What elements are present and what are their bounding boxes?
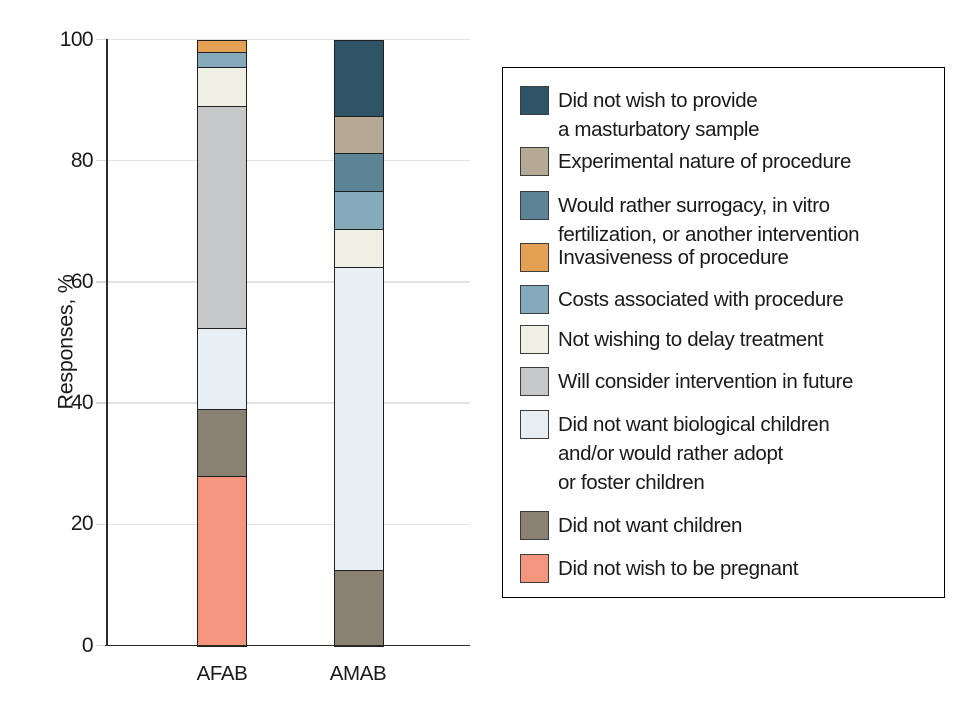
bar-segment-amab-no-children (334, 569, 384, 647)
gridline-20 (107, 523, 470, 526)
y-axis-tick-0 (96, 644, 107, 647)
legend-label-costs: Costs associated with procedure (558, 287, 844, 311)
legend-label-masturbatory-sample: Did not wish to provide a masturbatory s… (558, 89, 760, 141)
legend-swatch-delay-treatment (520, 325, 549, 354)
legend-swatch-no-children (520, 511, 549, 540)
y-tick-label-100: 100 (59, 27, 94, 51)
bar-segment-amab-masturbatory-sample (334, 39, 384, 117)
legend-label-no-pregnancy: Did not wish to be pregnant (558, 557, 799, 580)
bar-segment-amab-no-biological-children (334, 266, 384, 572)
legend-swatch-masturbatory-sample (520, 86, 549, 115)
y-tick-label-60: 60 (70, 269, 94, 293)
bar-segment-amab-costs (334, 191, 384, 231)
bar-segment-amab-delay-treatment (334, 228, 384, 269)
bar-segment-afab-costs (197, 51, 247, 69)
legend-label-no-children: Did not want children (558, 514, 743, 537)
y-axis-tick-100 (96, 38, 107, 41)
gridline-40 (107, 402, 470, 404)
gridline-100 (107, 38, 470, 41)
y-axis-tick-40 (96, 402, 107, 404)
gridline-80 (107, 159, 470, 162)
bar-segment-amab-experimental-nature (334, 115, 384, 155)
legend-swatch-invasiveness (520, 243, 549, 272)
legend-swatch-surrogacy-ivf-other (520, 191, 549, 220)
bar-segment-afab-consider-future (197, 106, 247, 329)
legend-label-invasiveness: Invasiveness of procedure (558, 246, 789, 269)
legend-label-delay-treatment: Not wishing to delay treatment (558, 328, 824, 351)
x-category-label-afab: AFAB (196, 662, 248, 685)
gridline-60 (107, 281, 470, 283)
y-tick-label-40: 40 (70, 391, 94, 415)
legend-swatch-no-biological-children (520, 409, 549, 439)
legend-label-no-biological-children: Did not want biological children and/or … (558, 412, 830, 494)
y-axis-line (106, 39, 108, 646)
legend: Did not wish to provide a masturbatory s… (502, 67, 945, 598)
legend-label-consider-future: Will consider intervention in future (558, 370, 854, 393)
legend-swatch-consider-future (520, 367, 549, 396)
bar-segment-afab-no-pregnancy (197, 475, 247, 647)
bar-segment-afab-delay-treatment (197, 66, 247, 108)
bar-segment-afab-invasiveness (197, 39, 247, 53)
bar-segment-afab-no-children (197, 409, 247, 478)
legend-swatch-no-pregnancy (520, 554, 549, 583)
y-tick-label-0: 0 (81, 633, 94, 657)
x-category-label-amab: AMAB (329, 662, 387, 685)
bar-segment-amab-surrogacy-ivf-other (334, 153, 384, 193)
y-tick-label-20: 20 (70, 512, 94, 536)
y-axis-tick-60 (96, 281, 107, 283)
legend-swatch-experimental-nature (520, 146, 549, 176)
y-tick-label-80: 80 (70, 148, 94, 172)
bar-segment-afab-no-biological-children (197, 327, 247, 411)
legend-swatch-costs (520, 284, 549, 314)
x-axis-line (105, 644, 470, 647)
y-axis-tick-20 (96, 523, 107, 525)
legend-label-surrogacy-ivf-other: Would rather surrogacy, in vitro fertili… (558, 194, 860, 246)
legend-label-experimental-nature: Experimental nature of procedure (558, 149, 852, 173)
y-axis-tick-80 (96, 160, 107, 162)
